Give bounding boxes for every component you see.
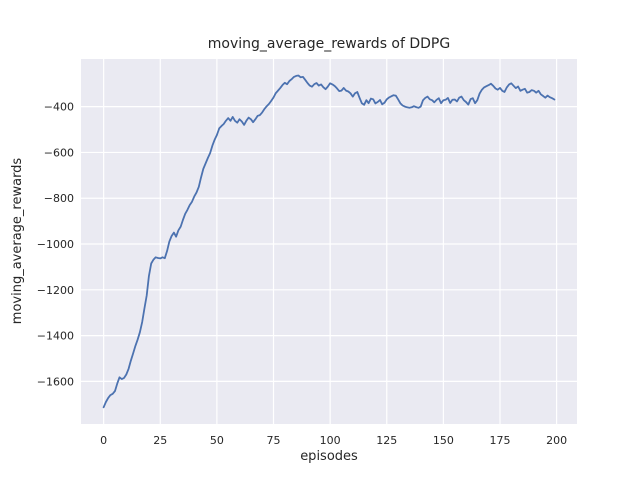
y-axis-label: moving_average_rewards xyxy=(10,158,25,325)
y-tick-label: −1000 xyxy=(37,238,74,251)
y-tick-label: −1200 xyxy=(37,284,74,297)
x-tick-label: 100 xyxy=(320,434,341,447)
x-tick-label: 200 xyxy=(546,434,567,447)
x-tick-label: 175 xyxy=(489,434,510,447)
series-line-moving_average_rewards xyxy=(102,74,556,409)
data-series xyxy=(102,74,556,409)
y-tick-label: −1600 xyxy=(37,375,74,388)
y-tick-labels: −400 −600 −800 −1000 −1200 −1400 −1600 xyxy=(37,101,74,389)
gridlines xyxy=(81,59,577,424)
y-tick-label: −400 xyxy=(44,101,74,114)
chart-title: moving_average_rewards of DDPG xyxy=(208,36,450,52)
x-tick-labels: 0 25 50 75 100 125 150 175 200 xyxy=(100,434,567,447)
x-tick-label: 0 xyxy=(100,434,107,447)
y-tick-label: −1400 xyxy=(37,330,74,343)
x-tick-label: 25 xyxy=(153,434,167,447)
x-tick-label: 50 xyxy=(210,434,224,447)
x-axis-label: episodes xyxy=(300,449,358,464)
y-tick-label: −600 xyxy=(44,146,74,159)
x-tick-label: 75 xyxy=(267,434,281,447)
x-tick-label: 150 xyxy=(433,434,454,447)
y-tick-label: −800 xyxy=(44,192,74,205)
plot-area xyxy=(81,59,577,424)
x-tick-label: 125 xyxy=(376,434,397,447)
